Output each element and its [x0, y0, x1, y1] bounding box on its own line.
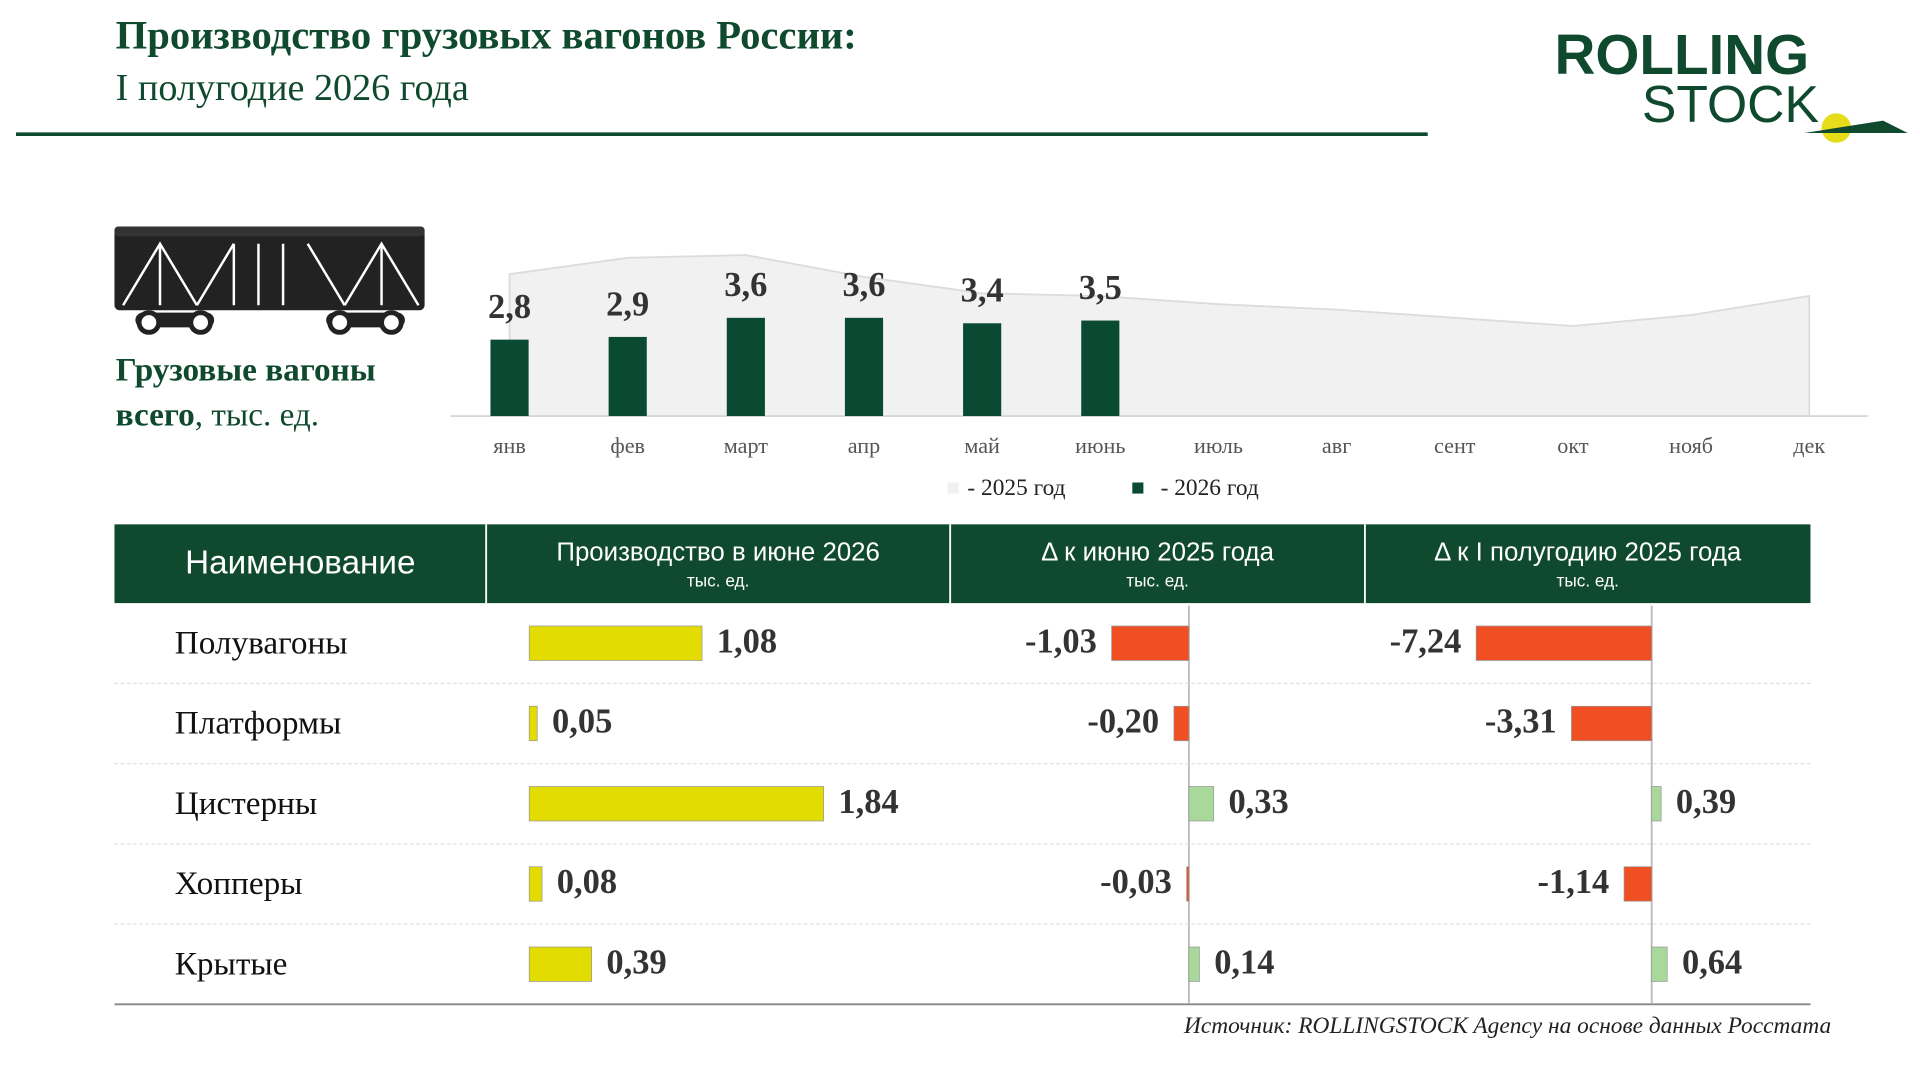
value-bar — [1651, 786, 1662, 822]
value-label: -3,31 — [1485, 703, 1557, 741]
value-label: 0,08 — [557, 863, 617, 901]
x-tick-label: дек — [1793, 433, 1825, 458]
legend-label: - 2025 год — [967, 475, 1065, 501]
chart-label-bold: всего — [116, 396, 195, 433]
column-title: Δ к июню 2025 года — [1041, 539, 1274, 567]
value-label: 0,39 — [606, 943, 666, 981]
bar-label: 3,6 — [842, 266, 885, 304]
value-label: 1,08 — [717, 622, 777, 660]
value-label: 1,84 — [838, 783, 898, 821]
x-tick-label: авг — [1322, 433, 1351, 458]
x-tick-label: март — [724, 433, 768, 458]
row-name: Цистерны — [175, 785, 317, 822]
legend-swatch — [1132, 482, 1144, 494]
x-tick-label: нояб — [1669, 433, 1713, 458]
value-bar — [1623, 866, 1653, 902]
value-bar — [528, 625, 703, 661]
x-tick-label: сент — [1434, 433, 1476, 458]
x-tick-label: окт — [1557, 433, 1589, 458]
wagon-icon — [114, 226, 425, 335]
value-bar — [1188, 786, 1215, 822]
bar-label: 3,6 — [724, 266, 767, 304]
bar-label: 3,5 — [1079, 269, 1122, 307]
value-label: -1,14 — [1538, 863, 1610, 901]
value-bar — [1188, 946, 1200, 982]
chart-label-unit: , тыс. ед. — [195, 396, 319, 433]
row-name: Хопперы — [175, 865, 303, 902]
value-label: 0,33 — [1228, 783, 1288, 821]
value-label: 0,39 — [1676, 783, 1736, 821]
column-unit: тыс. ед. — [1126, 571, 1188, 591]
value-label: -7,24 — [1390, 622, 1462, 660]
row-name: Полувагоны — [175, 624, 348, 661]
source: Источник: ROLLINGSTOCK Agency на основе … — [1183, 1013, 1831, 1039]
column-title: Δ к I полугодию 2025 года — [1434, 539, 1742, 567]
chart-label: всего, тыс. ед. — [116, 396, 319, 433]
column-title: Производство в июне 2026 — [556, 539, 880, 567]
bar — [1081, 320, 1120, 417]
column-unit: тыс. ед. — [1556, 571, 1618, 591]
table-header — [114, 524, 1811, 604]
value-bar — [528, 705, 538, 742]
bar — [608, 336, 647, 417]
x-tick-label: фев — [610, 433, 645, 458]
value-bar — [1173, 705, 1190, 742]
value-bar — [528, 786, 824, 822]
bar-label: 3,4 — [961, 272, 1004, 310]
subtitle: I полугодие 2026 года — [116, 67, 469, 109]
chart-label: Грузовые вагоны — [116, 352, 376, 389]
value-bar — [1651, 946, 1668, 982]
x-tick-label: июнь — [1075, 433, 1125, 458]
value-bar — [528, 866, 543, 902]
column-unit: тыс. ед. — [687, 571, 749, 591]
row-name: Крытые — [175, 945, 288, 982]
x-tick-label: июль — [1194, 433, 1243, 458]
value-bar — [1186, 866, 1190, 902]
value-bar — [528, 946, 593, 982]
title: Производство грузовых вагонов России: — [116, 13, 857, 58]
value-bar — [1475, 625, 1653, 661]
value-label: 0,64 — [1682, 943, 1742, 981]
x-tick-label: май — [964, 433, 1000, 458]
value-label: -1,03 — [1025, 622, 1097, 660]
bar — [844, 317, 884, 417]
logo-train — [1804, 120, 1908, 133]
column-title: Наименование — [185, 545, 415, 582]
x-tick-label: апр — [848, 433, 880, 458]
bar — [490, 339, 529, 417]
logo-line1: ROLLING — [1554, 23, 1809, 86]
value-label: 0,14 — [1214, 943, 1274, 981]
row-name: Платформы — [175, 705, 342, 742]
value-bar — [1111, 625, 1190, 661]
bar-label: 2,8 — [488, 288, 531, 326]
legend-swatch — [947, 482, 959, 494]
value-label: 0,05 — [552, 703, 612, 741]
bar — [726, 317, 765, 417]
logo: ROLLING STOCK — [1554, 23, 1908, 143]
bar — [963, 323, 1002, 417]
value-bar — [1571, 705, 1653, 742]
value-label: -0,03 — [1100, 863, 1172, 901]
area-2025 — [508, 254, 1811, 417]
logo-line2: STOCK — [1642, 75, 1819, 133]
value-label: -0,20 — [1087, 703, 1159, 741]
bar-label: 2,9 — [606, 285, 649, 323]
legend-label: - 2026 год — [1161, 475, 1259, 501]
x-tick-label: янв — [493, 433, 526, 458]
